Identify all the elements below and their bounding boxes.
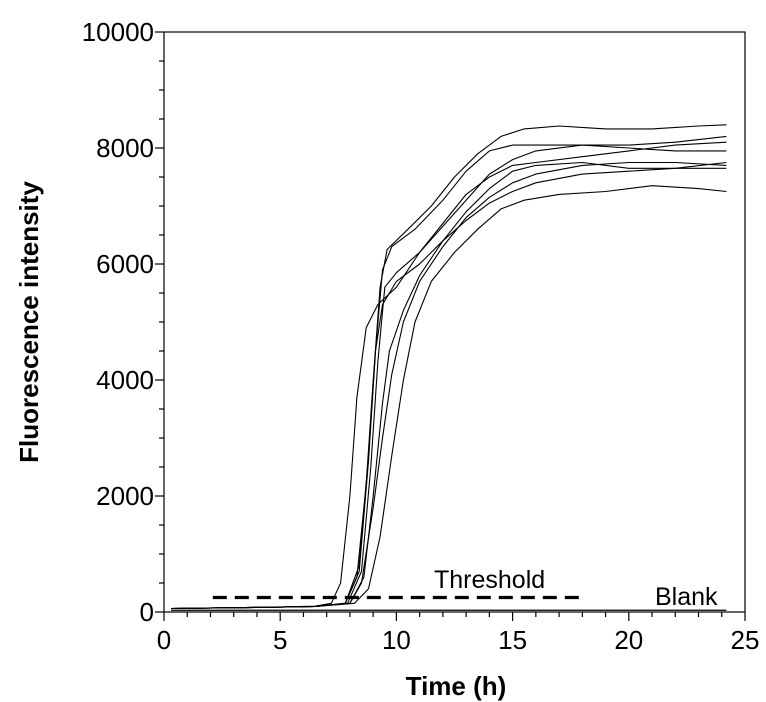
series-line-5 — [170, 161, 727, 610]
series-line-7 — [170, 185, 727, 610]
threshold-label: Threshold — [434, 566, 545, 594]
y-axis-title: Fluorescence intensity — [14, 181, 44, 463]
series-layer — [170, 124, 727, 610]
series-line-2 — [170, 124, 727, 610]
series-line-6 — [170, 161, 727, 610]
series-line-1 — [170, 141, 727, 610]
series-line-3 — [170, 135, 727, 610]
series-line-8 — [170, 161, 727, 610]
y-axis-ticks: 0 2000 4000 6000 8000 10000 — [82, 17, 164, 627]
x-tick-label: 10 — [382, 625, 411, 655]
x-tick-label: 25 — [731, 625, 760, 655]
series-line-4 — [170, 144, 727, 610]
y-tick-label: 8000 — [96, 133, 154, 163]
y-tick-label: 4000 — [96, 365, 154, 395]
blank-label: Blank — [655, 583, 718, 611]
x-tick-label: 0 — [157, 625, 171, 655]
x-tick-label: 20 — [614, 625, 643, 655]
y-tick-label: 2000 — [96, 481, 154, 511]
y-tick-label: 0 — [140, 597, 154, 627]
reference-lines — [170, 595, 727, 611]
y-tick-label: 6000 — [96, 249, 154, 279]
y-tick-label: 10000 — [82, 17, 154, 47]
plot-frame — [163, 31, 746, 613]
x-axis-ticks: 0 5 10 15 20 25 — [157, 612, 760, 655]
x-axis-title: Time (h) — [406, 671, 507, 701]
x-tick-label: 15 — [498, 625, 527, 655]
x-tick-label: 5 — [273, 625, 287, 655]
